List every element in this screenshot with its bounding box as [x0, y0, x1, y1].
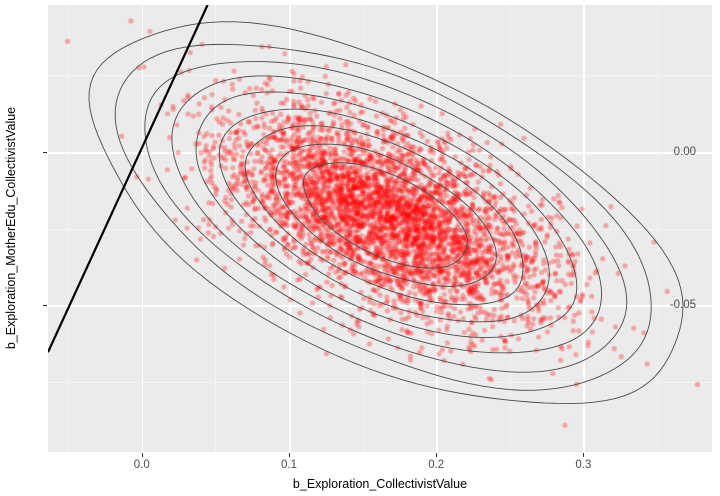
x-tick-mark [436, 453, 438, 457]
x-tick-label: 0.2 [428, 459, 445, 471]
density-contour-line [218, 108, 550, 323]
reference-line [48, 5, 209, 353]
density-contour-line [114, 43, 652, 391]
x-tick-mark [583, 453, 585, 457]
x-tick-mark [289, 453, 290, 457]
y-tick-mark [43, 305, 47, 306]
plot-panel [48, 5, 712, 452]
y-tick-mark [43, 152, 47, 153]
density-contour-line [244, 125, 524, 306]
y-tick-label: 0.00 [673, 146, 696, 158]
x-axis-title: b_Exploration_CollectivistValue [292, 477, 468, 491]
density-contour-line [88, 21, 684, 405]
density-contour-line [195, 91, 578, 338]
density-contour-layer [88, 21, 684, 405]
x-tick-label: 0.1 [281, 459, 297, 471]
x-tick-mark [141, 453, 143, 457]
x-tick-label: 0.0 [133, 459, 150, 471]
scatter-points-layer [48, 5, 712, 452]
y-tick-label: -0.05 [669, 299, 696, 311]
density-contour-line [302, 162, 468, 269]
x-tick-label: 0.3 [575, 459, 592, 471]
y-axis-title: b_Exploration_MotherEdu_CollectivistValu… [4, 106, 18, 350]
density-contour-line [171, 75, 603, 354]
reference-line-layer [48, 5, 209, 353]
density-contour-line [275, 143, 497, 287]
density-contour-line [144, 61, 628, 373]
